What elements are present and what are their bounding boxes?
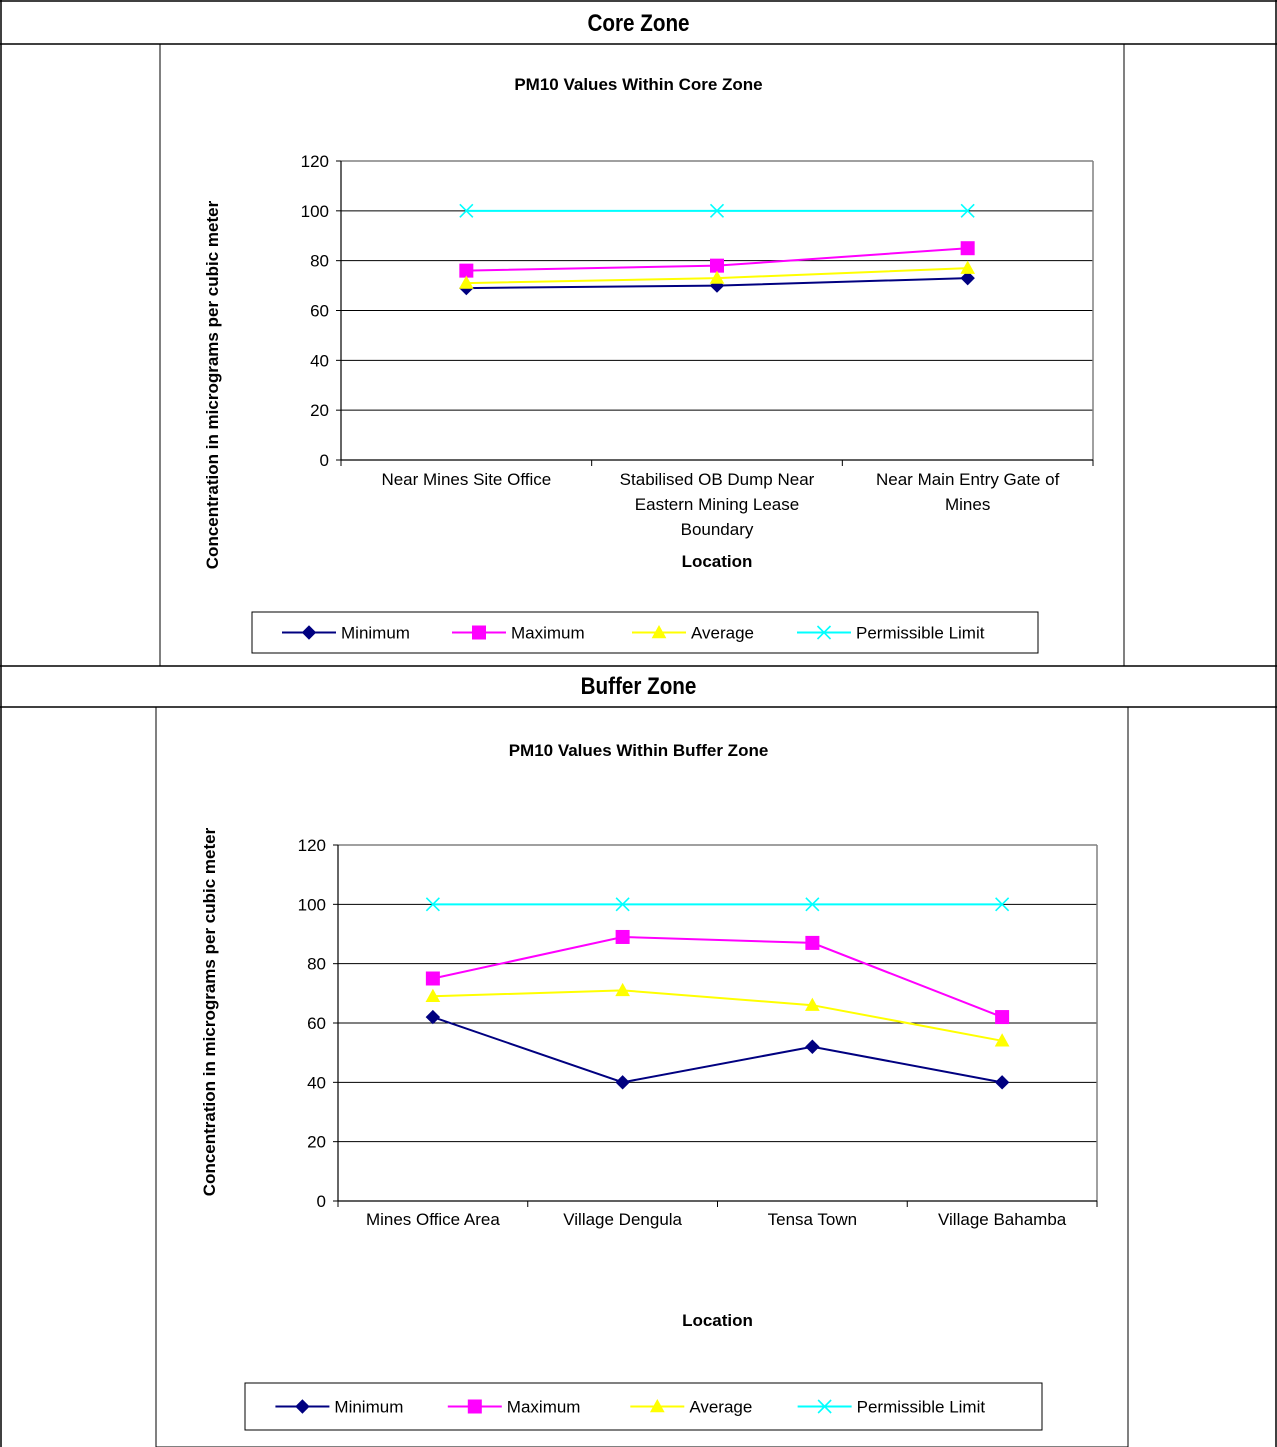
data-point-x [805, 897, 820, 912]
legend-label: Permissible Limit [857, 1398, 986, 1417]
legend-label: Minimum [341, 624, 410, 643]
chart-1: 0 20 40 60 80 100 120 Mines Office Area Village … [200, 827, 1098, 1431]
legend-label: Average [691, 624, 754, 643]
data-point-square [467, 1399, 482, 1414]
data-point-x [960, 203, 975, 218]
data-point-x-stroke [995, 897, 1010, 912]
x-tick-label-line: Tensa Town [768, 1210, 857, 1229]
y-tick-label: 100 [298, 895, 326, 914]
y-tick-label: 60 [310, 302, 329, 321]
x-tick-label-line: Stabilised OB Dump Near [620, 470, 815, 489]
zone-heading: Buffer Zone [580, 673, 697, 700]
x-tick-label-line: Eastern Mining Lease [635, 495, 799, 514]
data-point-x [816, 625, 832, 640]
data-point-x-stroke [805, 897, 820, 912]
y-tick-label: 20 [310, 401, 329, 420]
data-point-x [459, 203, 474, 218]
x-tick-label-line: Near Main Entry Gate of [876, 470, 1060, 489]
series-line-minimum [432, 1016, 1003, 1084]
legend-label: Maximum [511, 624, 585, 643]
x-tick-label-line: Boundary [681, 520, 754, 539]
data-point-diamond [295, 1399, 310, 1414]
zone-heading: Core Zone [587, 10, 690, 37]
x-tick-label: Mines Office Area [366, 1210, 500, 1229]
y-tick-label: 20 [307, 1133, 326, 1152]
x-tick-label: Village Dengula [563, 1210, 682, 1229]
data-point-diamond [615, 1075, 630, 1090]
y-tick-label: 60 [307, 1014, 326, 1033]
legend-label: Average [689, 1398, 752, 1417]
y-tick-label: 0 [320, 451, 329, 470]
x-tick-label-line: Village Dengula [563, 1210, 682, 1229]
data-point-diamond [960, 270, 975, 286]
chart-title: PM10 Values Within Buffer Zone [508, 741, 769, 760]
data-point-x-stroke [615, 897, 630, 912]
y-tick-label: 120 [301, 152, 329, 171]
chart-area-border [159, 43, 1125, 667]
x-tick-label: Near Main Entry Gate of Mines [876, 470, 1060, 514]
chart-area-border [155, 706, 1129, 1447]
data-point-triangle [615, 982, 630, 997]
x-tick-label: Stabilised OB Dump Near Eastern Mining Le… [620, 470, 815, 539]
x-axis-title: Location [682, 552, 753, 571]
data-point-square [459, 263, 474, 278]
legend-label: Permissible Limit [856, 624, 985, 643]
data-point-square [615, 929, 630, 944]
data-point-x [709, 203, 725, 218]
x-tick-label-line: Mines [945, 495, 990, 514]
data-point-triangle [651, 624, 667, 639]
y-tick-label: 100 [301, 202, 329, 221]
chart-0: 0 20 40 60 80 100 120 Near Mines Site Office Sta… [203, 152, 1094, 654]
y-tick-label: 40 [307, 1073, 326, 1092]
y-tick-label: 0 [317, 1192, 326, 1211]
data-point-square [710, 258, 724, 273]
data-point-x-stroke [816, 625, 832, 640]
data-point-triangle [425, 988, 441, 1002]
x-tick-label: Near Mines Site Office [381, 470, 551, 489]
data-point-x-stroke [960, 203, 975, 218]
y-tick-label: 40 [310, 351, 329, 370]
series-line-maximum [432, 935, 1003, 1018]
data-point-x [615, 897, 630, 912]
data-point-square [805, 935, 820, 950]
data-point-x [425, 897, 440, 912]
data-point-diamond [805, 1039, 820, 1054]
data-point-triangle [709, 270, 725, 284]
y-axis-title: Concentration in micrograms per cubic me… [203, 200, 222, 569]
data-point-x-stroke [459, 203, 474, 218]
data-point-x-stroke [817, 1399, 832, 1414]
x-tick-label-line: Mines Office Area [366, 1210, 500, 1229]
data-point-triangle [960, 260, 976, 274]
data-point-square [425, 971, 440, 986]
series-line-average [432, 989, 1003, 1042]
x-tick-label-line: Village Bahamba [938, 1210, 1067, 1229]
data-point-square [995, 1010, 1010, 1025]
data-point-triangle [649, 1398, 665, 1413]
chart-title: PM10 Values Within Core Zone [514, 75, 763, 94]
data-point-triangle [994, 1033, 1010, 1047]
legend-label: Maximum [507, 1398, 581, 1417]
data-point-diamond [994, 1075, 1010, 1090]
x-axis-title: Location [682, 1311, 753, 1330]
x-tick-label-line: Near Mines Site Office [381, 470, 551, 489]
y-tick-label: 80 [307, 955, 326, 974]
data-point-x [817, 1399, 832, 1414]
data-point-x-stroke [709, 203, 725, 218]
data-point-diamond [301, 625, 317, 640]
data-point-diamond [425, 1009, 441, 1025]
data-point-square [472, 625, 486, 640]
data-point-x-stroke [425, 897, 440, 912]
x-tick-label: Tensa Town [768, 1210, 857, 1229]
data-point-x [995, 897, 1010, 912]
y-tick-label: 120 [298, 836, 326, 855]
data-point-square [960, 241, 975, 256]
data-point-triangle [458, 275, 474, 289]
y-axis-title: Concentration in micrograms per cubic me… [200, 827, 219, 1196]
y-tick-label: 80 [310, 252, 329, 271]
data-point-triangle [805, 997, 820, 1011]
x-tick-label: Village Bahamba [938, 1210, 1067, 1229]
legend-label: Minimum [334, 1398, 403, 1417]
